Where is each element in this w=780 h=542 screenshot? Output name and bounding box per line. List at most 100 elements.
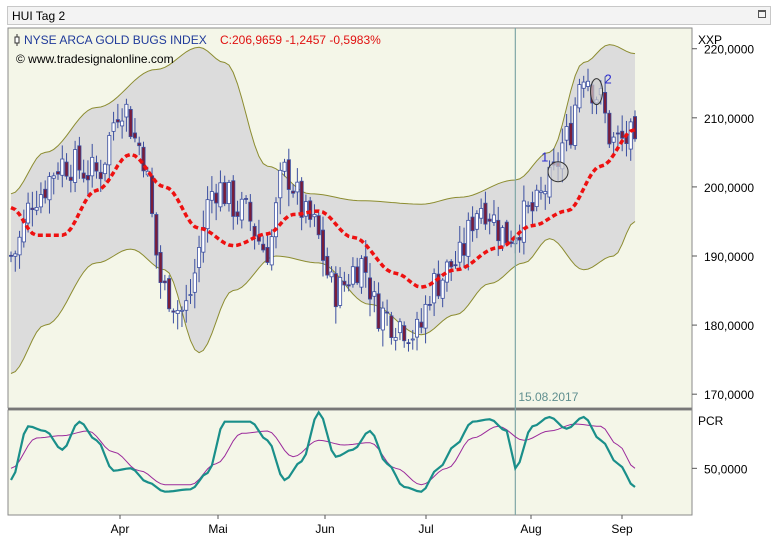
marker-circle — [547, 161, 569, 183]
candle — [526, 201, 531, 214]
candle — [406, 339, 411, 352]
candle-body — [316, 215, 321, 236]
candle — [603, 76, 608, 124]
candle-body — [192, 272, 197, 293]
candle-body — [128, 109, 133, 138]
candle — [248, 194, 253, 231]
candle — [419, 308, 424, 334]
pcr-tick-label: 50,0000 — [704, 462, 748, 476]
candle — [244, 195, 249, 205]
candle — [585, 68, 590, 92]
candle-body — [496, 219, 501, 242]
candle-body — [338, 276, 343, 306]
candle — [158, 245, 163, 299]
price-tick-label: 220,0000 — [704, 43, 754, 57]
candle-body — [299, 180, 304, 218]
candle-body — [440, 279, 445, 299]
candle — [615, 125, 620, 147]
month-label: Jul — [418, 522, 433, 536]
candle-body — [120, 120, 125, 127]
candle-body — [466, 219, 471, 257]
candle — [197, 235, 202, 283]
candle — [188, 279, 193, 304]
copyright-text: © www.tradesignalonline.com — [16, 52, 174, 66]
candle — [64, 153, 69, 180]
candle-body — [585, 80, 590, 87]
candle-body — [312, 213, 317, 218]
candle-body — [385, 311, 390, 314]
marker-label: 1 — [541, 150, 548, 165]
candle — [462, 227, 467, 268]
candle-body — [423, 303, 428, 329]
candle — [573, 97, 578, 150]
candle — [385, 299, 390, 326]
candle-body — [329, 271, 334, 278]
cursor-date-label: 15.08.2017 — [518, 390, 578, 404]
candle-body — [154, 214, 159, 256]
candle-body — [628, 121, 633, 150]
candle-body — [68, 176, 73, 181]
candle-body — [376, 293, 381, 329]
candle — [389, 311, 394, 345]
candle — [13, 250, 18, 272]
candle-body — [427, 304, 432, 306]
candle — [466, 212, 471, 271]
candle-body — [158, 252, 163, 283]
candle — [568, 106, 573, 149]
candle-body — [107, 135, 112, 166]
candle-body — [222, 182, 227, 205]
candle-body — [419, 321, 424, 328]
candle-body — [444, 261, 449, 283]
candle-body — [479, 208, 484, 219]
candle-body — [214, 192, 219, 204]
candle-body — [235, 211, 240, 217]
candle-body — [150, 175, 155, 214]
candle-body — [244, 198, 249, 200]
candle-body — [603, 92, 608, 114]
candle-body — [103, 163, 108, 175]
candle — [265, 232, 270, 265]
maximize-icon[interactable] — [758, 10, 766, 18]
ma-line — [10, 127, 636, 289]
candle-body — [286, 159, 291, 190]
candle-body — [577, 84, 582, 109]
candle — [47, 172, 52, 214]
candles — [8, 68, 638, 352]
candle — [372, 280, 377, 313]
candle-body — [30, 207, 35, 211]
candle — [111, 111, 116, 141]
candle — [368, 263, 373, 317]
candle-body — [205, 199, 210, 230]
candle-body — [188, 294, 193, 296]
candle-body — [239, 198, 244, 221]
candle — [239, 191, 244, 229]
candle — [295, 168, 300, 205]
candle — [376, 282, 381, 332]
candle — [269, 229, 274, 271]
candle-body — [179, 309, 184, 312]
date-cursor[interactable]: 15.08.2017 — [514, 28, 579, 515]
candle — [56, 162, 61, 180]
candle — [141, 141, 146, 178]
candle — [175, 300, 180, 330]
candle-body — [406, 342, 411, 345]
candle — [235, 200, 240, 225]
candle — [60, 145, 65, 188]
candle — [312, 204, 317, 227]
candle — [30, 191, 35, 227]
candle — [90, 143, 95, 188]
month-label: Jun — [315, 522, 334, 536]
candle-body — [303, 201, 308, 217]
quote-text: C:206,9659 -1,2457 -0,5983% — [220, 33, 381, 47]
candle — [291, 184, 296, 198]
candle — [633, 110, 638, 142]
candle — [68, 164, 73, 193]
price-axis: XXP 170,0000 180,0000 190,0000 200,0000 210,0… — [692, 33, 754, 476]
pcr-axis-label: PCR — [698, 414, 724, 428]
candle-body — [308, 200, 313, 220]
candle — [333, 266, 338, 324]
candle-body — [517, 236, 522, 241]
candle-body — [51, 175, 56, 179]
candle-body — [325, 255, 330, 276]
